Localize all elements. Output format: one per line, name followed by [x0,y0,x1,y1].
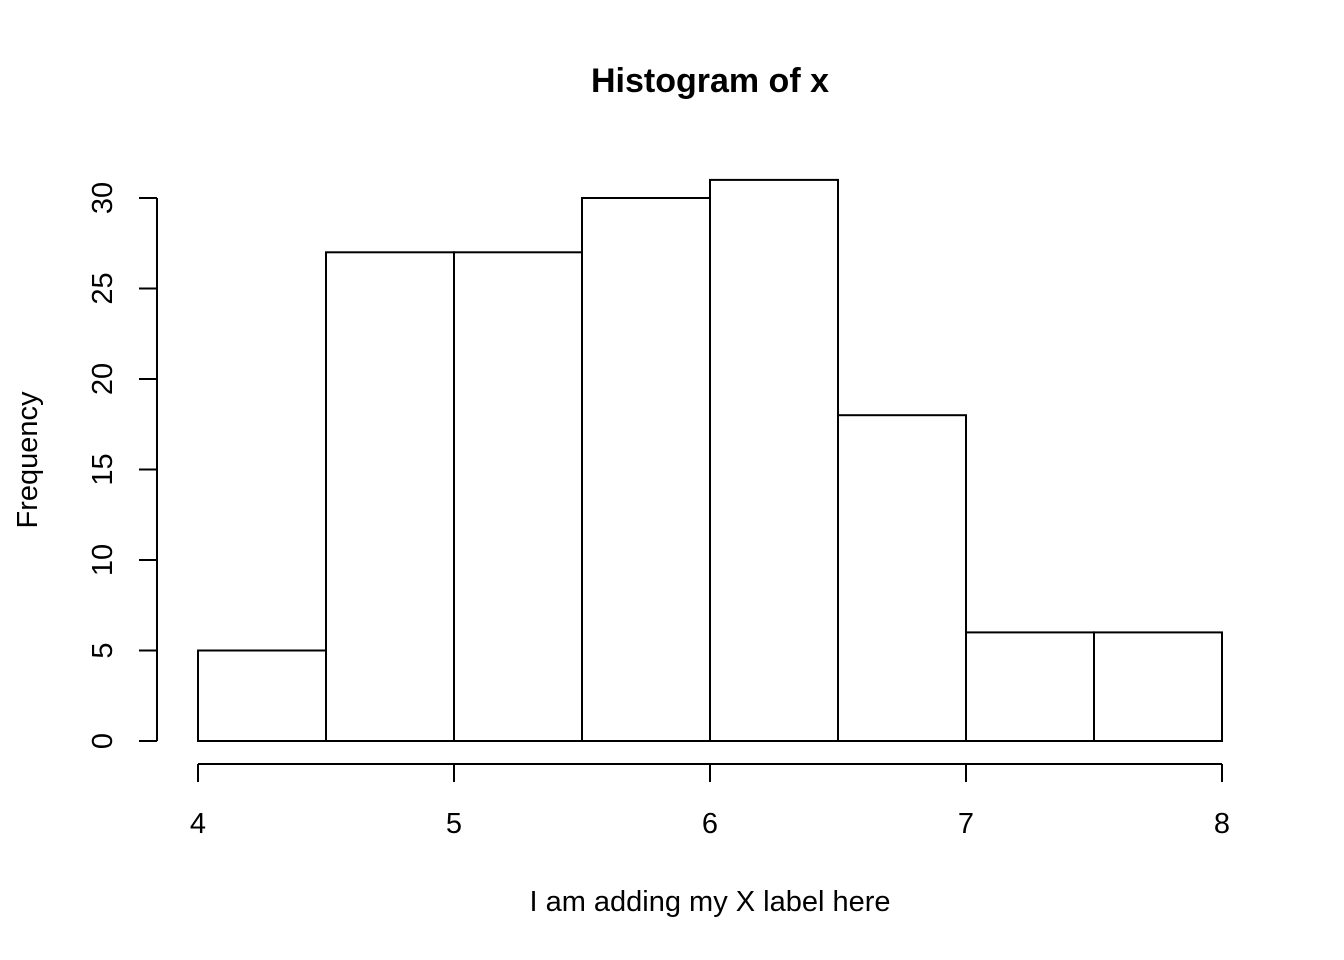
histogram-bar-2 [325,251,455,743]
chart-title: Histogram of x [591,62,829,100]
x-tick-label: 6 [702,808,718,840]
x-axis: 4 5 6 7 8 [190,763,1230,840]
y-tick-label: 20 [87,363,119,395]
y-tick-label: 30 [87,182,119,214]
histogram-bar-1 [197,649,327,742]
y-axis-label: Frequency [12,391,44,529]
y-tick-label: 15 [87,453,119,485]
y-tick-label: 10 [87,544,119,576]
histogram-bar-3 [453,251,583,743]
x-axis-label: I am adding my X label here [529,886,890,918]
x-tick-label: 7 [958,808,974,840]
histogram-bar-5 [709,178,839,742]
y-tick-label: 0 [87,733,119,749]
histogram-bar-7 [965,631,1095,743]
histogram-bar-4 [581,197,711,742]
histogram-bars [197,178,1223,743]
x-tick-label: 5 [446,808,462,840]
x-tick-label: 4 [190,808,206,840]
x-tick-label: 8 [1214,808,1230,840]
histogram-bar-6 [837,414,967,742]
y-axis: 0 5 10 15 20 25 30 [87,182,158,749]
y-tick-label: 5 [87,642,119,658]
histogram-bar-8 [1093,631,1223,743]
y-tick-label: 25 [87,272,119,304]
